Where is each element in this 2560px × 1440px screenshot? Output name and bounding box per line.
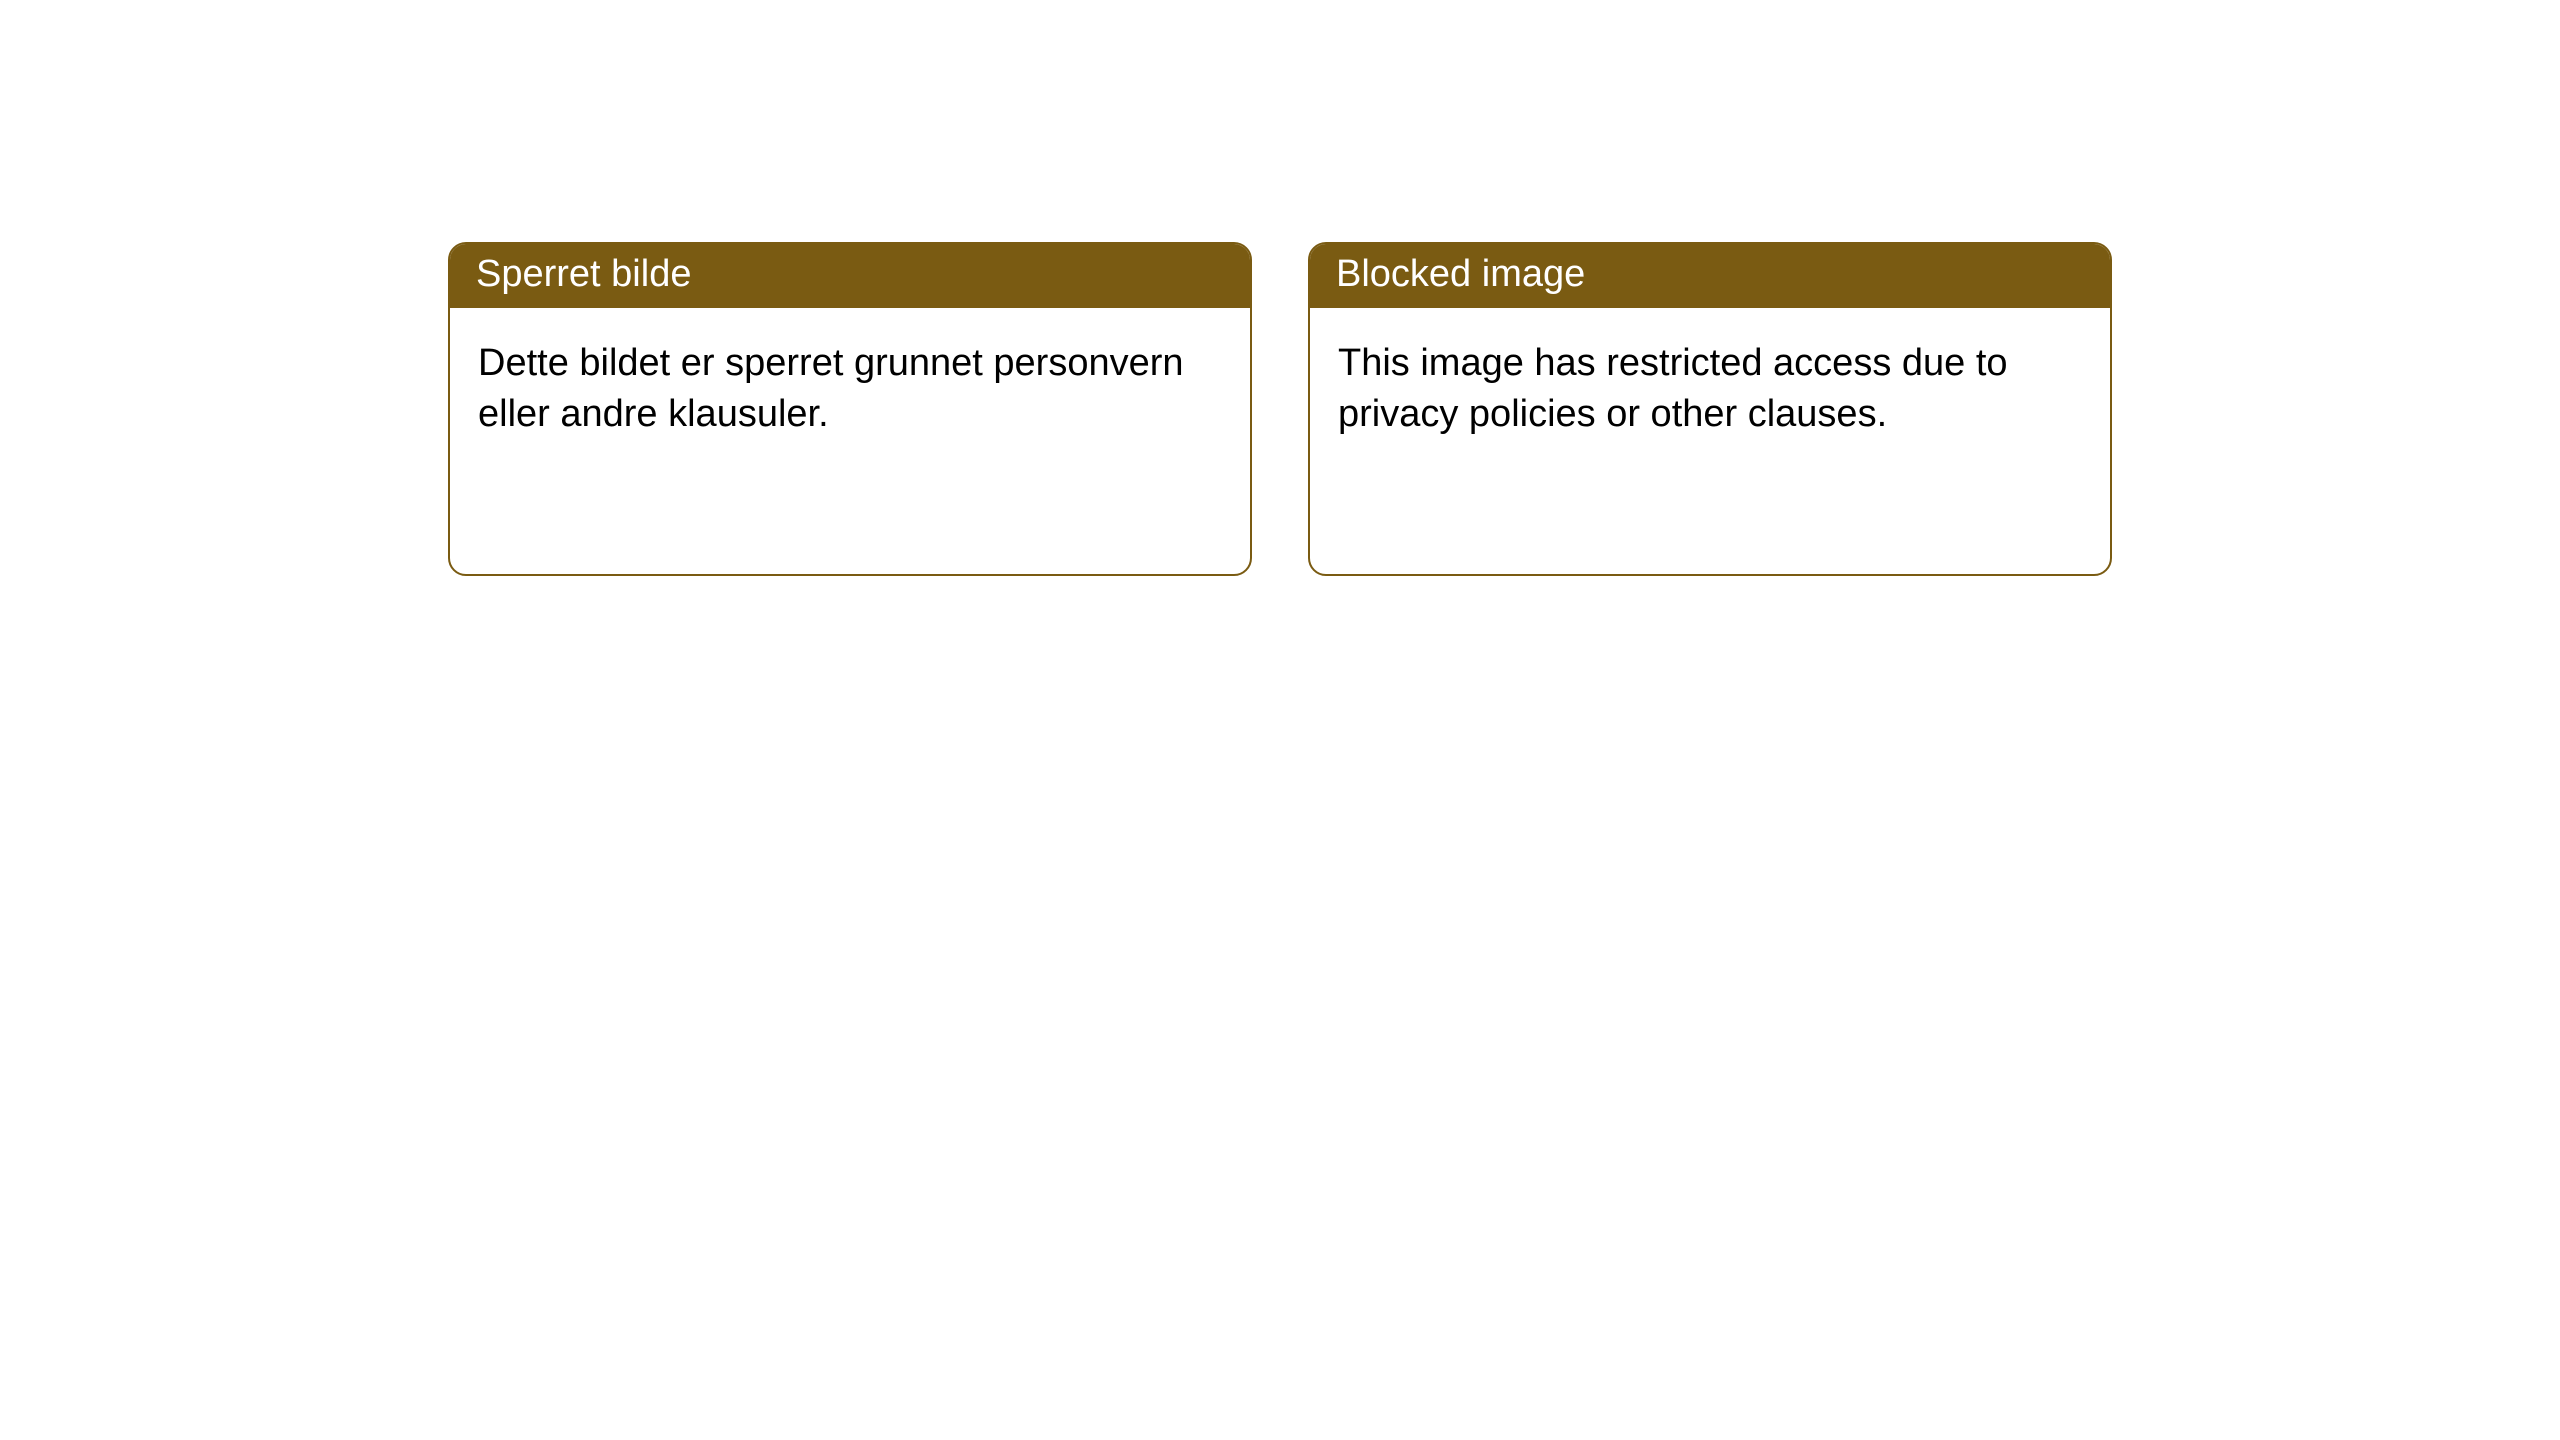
notice-card-no: Sperret bilde Dette bildet er sperret gr… [448,242,1252,576]
notice-card-header-no: Sperret bilde [450,244,1250,308]
notice-card-header-en: Blocked image [1310,244,2110,308]
notice-container: Sperret bilde Dette bildet er sperret gr… [0,0,2560,576]
notice-card-body-en: This image has restricted access due to … [1310,308,2110,471]
notice-card-en: Blocked image This image has restricted … [1308,242,2112,576]
notice-card-body-no: Dette bildet er sperret grunnet personve… [450,308,1250,471]
